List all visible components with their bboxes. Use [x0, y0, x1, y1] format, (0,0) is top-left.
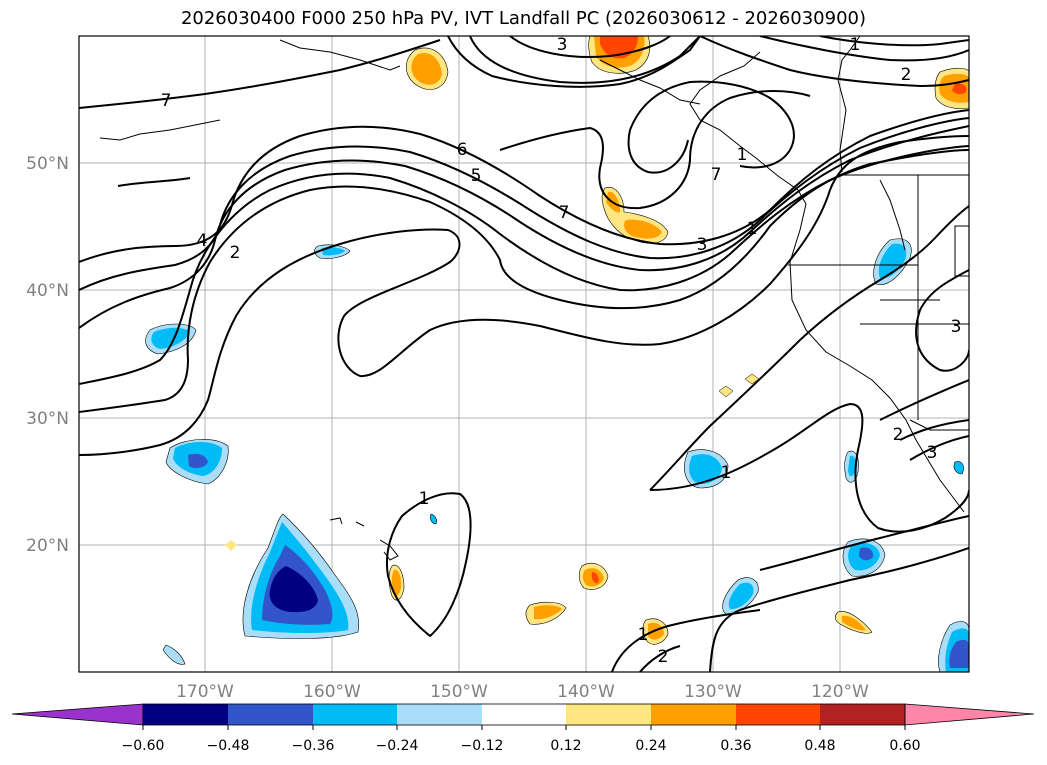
contour-label: 5: [471, 166, 482, 186]
colorbar-tick-label: 0.12: [550, 738, 581, 754]
neg-blob-13n-173w: [162, 644, 186, 665]
lat-label: 50°N: [26, 154, 69, 174]
colorbar-segment: [736, 704, 820, 725]
contour-label: 6: [457, 140, 468, 160]
lon-label: 170°W: [176, 682, 234, 702]
lat-label: 40°N: [26, 281, 69, 301]
contour-label: 3: [557, 35, 568, 55]
contour-label: 3: [927, 443, 938, 463]
colorbar-segment: [651, 704, 736, 725]
colorbar-tick-label: −0.12: [461, 738, 504, 754]
contour-label: 1: [721, 463, 732, 483]
colorbar-tick-label: 0.48: [804, 738, 835, 754]
positive-anomalies: [225, 36, 969, 645]
contour-7-north: [79, 39, 441, 109]
coastlines: [99, 36, 969, 561]
contour-label: 1: [747, 219, 758, 239]
contour-1-central: [649, 205, 969, 491]
contour-label: 1: [737, 145, 748, 165]
contour-label: 7: [161, 91, 172, 111]
contour-label: 1: [638, 625, 649, 645]
colorbar-tick-label: −0.36: [292, 738, 335, 754]
contour-label: 4: [197, 231, 208, 251]
contour-label: 2: [901, 65, 912, 85]
lat-label: 30°N: [26, 409, 69, 429]
colorbar-tick-label: 0.60: [889, 738, 920, 754]
contour-label: 2: [658, 647, 669, 667]
colorbar-tick-label: 0.24: [635, 738, 666, 754]
contour-1-hawaii: [386, 492, 472, 638]
map-frame: [78, 35, 970, 673]
contour-label: 1: [419, 489, 430, 509]
contour-label: 7: [711, 165, 722, 185]
contour-label: 3: [951, 317, 962, 337]
contour-label: 3: [697, 235, 708, 255]
colorbar-segment: [566, 704, 651, 725]
colorbar-segment: [482, 704, 566, 725]
negative-anomalies: [145, 238, 969, 672]
longitude-labels: 170°W 160°W 150°W 140°W 130°W 120°W: [176, 682, 869, 702]
contour-label: 7: [559, 203, 570, 223]
latitude-labels: 50°N 40°N 30°N 20°N: [26, 154, 69, 556]
contour-central-loop: [499, 90, 811, 210]
contour-labels: 3 1 2 7 6 5 7 1 4 2 3 1 7 2 3 1 1 1 2 3: [161, 35, 962, 667]
colorbar-segment: [397, 704, 482, 725]
colorbar-tick-label: −0.48: [207, 738, 250, 754]
map-area: [79, 36, 969, 672]
colorbar-segment: [820, 704, 905, 725]
lat-label: 20°N: [26, 536, 69, 556]
lon-label: 140°W: [557, 682, 615, 702]
colorbar-tick-label: 0.36: [720, 738, 751, 754]
map-title: 2026030400 F000 250 hPa PV, IVT Landfall…: [180, 8, 867, 29]
colorbar-segment: [313, 704, 397, 725]
contour-1-east: [915, 269, 969, 372]
colorbar: −0.60 −0.48 −0.36 −0.24 −0.12 0.12 0.24 …: [11, 703, 1035, 754]
colorbar-tick-label: −0.60: [122, 738, 165, 754]
colorbar-segment: [228, 704, 313, 725]
lon-label: 150°W: [430, 682, 488, 702]
lon-label: 120°W: [811, 682, 869, 702]
contour-label: 2: [893, 425, 904, 445]
colorbar-max-extend: [904, 703, 1035, 726]
lon-label: 160°W: [303, 682, 361, 702]
contour-label: 1: [850, 35, 861, 55]
contour-label: 2: [230, 243, 241, 263]
contour-jet-outer: [79, 109, 969, 263]
colorbar-min-extend: [11, 703, 144, 726]
pv-contours: [79, 36, 969, 672]
colorbar-segment: [143, 704, 228, 725]
colorbar-tick-label: −0.24: [376, 738, 419, 754]
lon-label: 130°W: [684, 682, 742, 702]
